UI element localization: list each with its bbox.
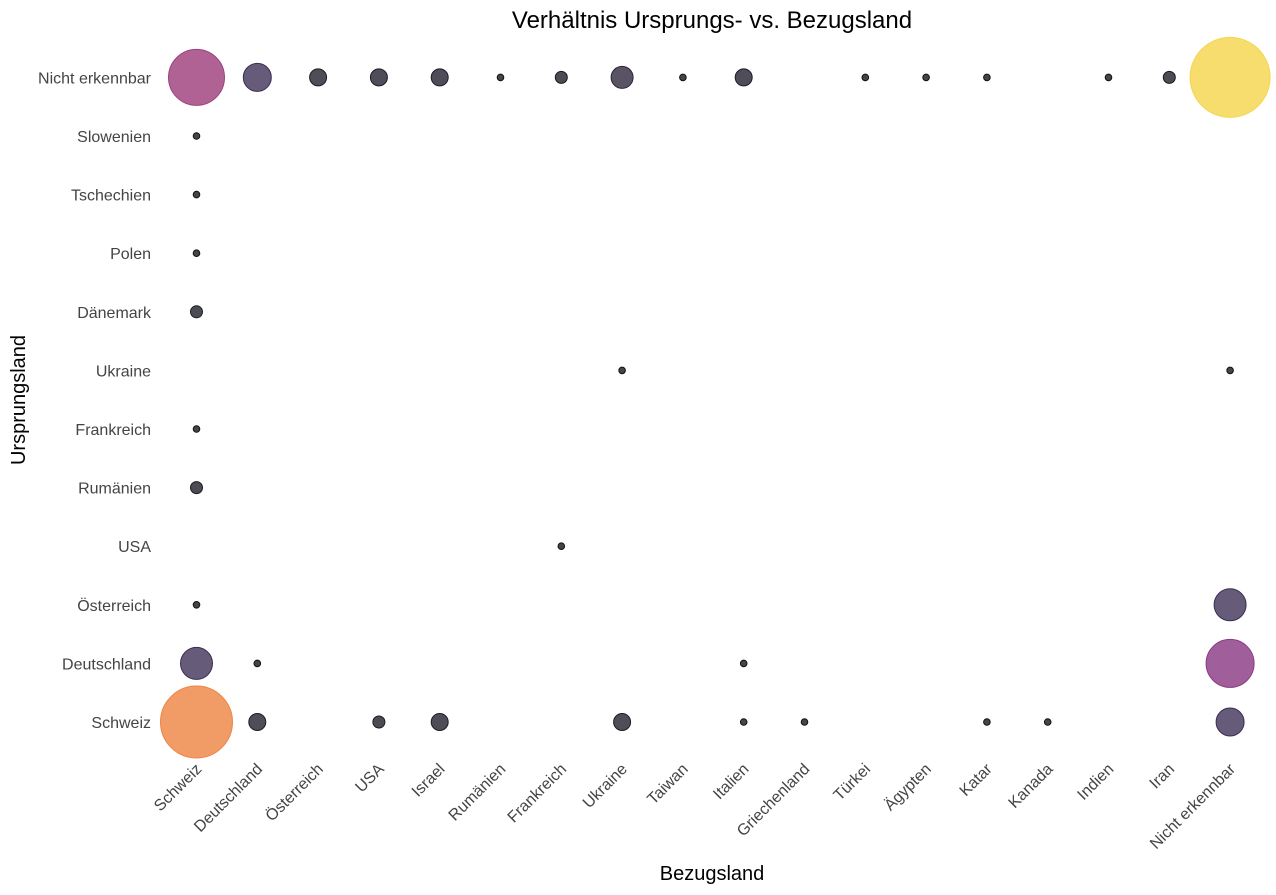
- bubble-nicht-erkennbar-oesterreich: [309, 68, 328, 87]
- bubble-nicht-erkennbar-rumaenien: [496, 73, 505, 82]
- y-tick-tschechien: Tschechien: [71, 188, 151, 205]
- bubble-rumaenien-schweiz: [190, 481, 203, 495]
- bubble-schweiz-nicht-erkennbar: [1215, 707, 1245, 737]
- x-tick-italien: Italien: [710, 761, 752, 803]
- bubble-schweiz-israel: [430, 713, 449, 731]
- bubble-schweiz-kanada: [1043, 718, 1052, 726]
- y-tick-slowenien: Slowenien: [77, 129, 151, 146]
- x-tick-aegypten: Ägypten: [881, 760, 935, 814]
- y-axis-label: Ursprungsland: [8, 335, 30, 465]
- bubble-nicht-erkennbar-iran: [1162, 70, 1176, 84]
- y-tick-labels: Schweiz Deutschland Österreich USA Rumänien F…: [38, 70, 152, 732]
- x-tick-tuerkei: Türkei: [831, 761, 874, 804]
- bubble-nicht-erkennbar-deutschland: [242, 62, 272, 92]
- bubble-nicht-erkennbar-aegypten: [922, 73, 930, 82]
- bubble-polen-schweiz: [192, 249, 201, 257]
- chart-title: Verhältnis Ursprungs- vs. Bezugsland: [512, 7, 912, 34]
- bubble-schweiz-italien: [739, 718, 748, 726]
- bubble-daenemark-schweiz: [190, 305, 203, 319]
- y-tick-polen: Polen: [110, 246, 151, 263]
- x-tick-israel: Israel: [409, 761, 449, 801]
- x-axis-label: Bezugsland: [660, 863, 765, 885]
- x-tick-oesterreich: Österreich: [262, 760, 327, 825]
- bubble-nicht-erkennbar-nicht-erkennbar: [1189, 36, 1271, 118]
- bubble-schweiz-schweiz: [160, 685, 233, 759]
- y-tick-schweiz: Schweiz: [91, 715, 151, 732]
- bubble-nicht-erkennbar-italien: [734, 68, 753, 87]
- bubble-ukraine-ukraine: [618, 366, 626, 375]
- y-tick-daenemark: Dänemark: [77, 305, 152, 322]
- bubble-nicht-erkennbar-taiwan: [679, 73, 687, 82]
- bubble-ukraine-nicht-erkennbar: [1226, 366, 1234, 375]
- bubble-oesterreich-schweiz: [192, 601, 201, 609]
- x-tick-taiwan: Taiwan: [644, 761, 691, 808]
- points-layer: [160, 36, 1271, 759]
- x-tick-indien: Indien: [1074, 761, 1117, 804]
- bubble-frankreich-schweiz: [192, 425, 201, 433]
- bubble-tschechien-schweiz: [192, 190, 201, 199]
- y-tick-ukraine: Ukraine: [96, 363, 151, 380]
- x-tick-kanada: Kanada: [1005, 761, 1056, 812]
- bubble-schweiz-katar: [983, 718, 991, 726]
- y-tick-oesterreich: Österreich: [77, 597, 151, 615]
- y-tick-deutschland: Deutschland: [62, 656, 151, 673]
- y-tick-rumaenien: Rumänien: [78, 481, 151, 498]
- x-tick-iran: Iran: [1147, 761, 1179, 793]
- y-tick-usa: USA: [118, 539, 151, 556]
- bubble-oesterreich-nicht-erkennbar: [1213, 588, 1247, 622]
- bubble-nicht-erkennbar-katar: [983, 73, 991, 82]
- bubble-slowenien-schweiz: [192, 132, 201, 140]
- x-tick-katar: Katar: [957, 760, 997, 800]
- bubble-schweiz-usa: [372, 715, 386, 729]
- bubble-schweiz-deutschland: [248, 713, 267, 731]
- bubble-deutschland-italien: [739, 659, 748, 668]
- x-tick-schweiz: Schweiz: [151, 761, 205, 815]
- x-tick-rumaenien: Rumänien: [446, 761, 510, 825]
- bubble-deutschland-deutschland: [253, 659, 262, 668]
- bubble-deutschland-schweiz: [180, 646, 213, 680]
- bubble-nicht-erkennbar-indien: [1104, 73, 1113, 82]
- bubble-schweiz-ukraine: [613, 713, 632, 731]
- bubble-nicht-erkennbar-schweiz: [168, 48, 225, 106]
- x-tick-usa: USA: [352, 761, 388, 797]
- y-tick-frankreich: Frankreich: [75, 422, 151, 439]
- bubble-nicht-erkennbar-israel: [430, 68, 449, 87]
- bubble-nicht-erkennbar-frankreich: [554, 70, 568, 84]
- bubble-nicht-erkennbar-tuerkei: [861, 73, 870, 82]
- bubble-nicht-erkennbar-ukraine: [610, 65, 634, 89]
- bubble-deutschland-nicht-erkennbar: [1205, 638, 1255, 688]
- bubble-schweiz-griechenland: [800, 718, 809, 726]
- x-tick-frankreich: Frankreich: [505, 761, 570, 826]
- y-tick-nicht-erkennbar: Nicht erkennbar: [38, 70, 152, 87]
- x-tick-ukraine: Ukraine: [580, 761, 631, 812]
- bubble-usa-frankreich: [557, 542, 566, 551]
- bubble-nicht-erkennbar-usa: [369, 68, 388, 87]
